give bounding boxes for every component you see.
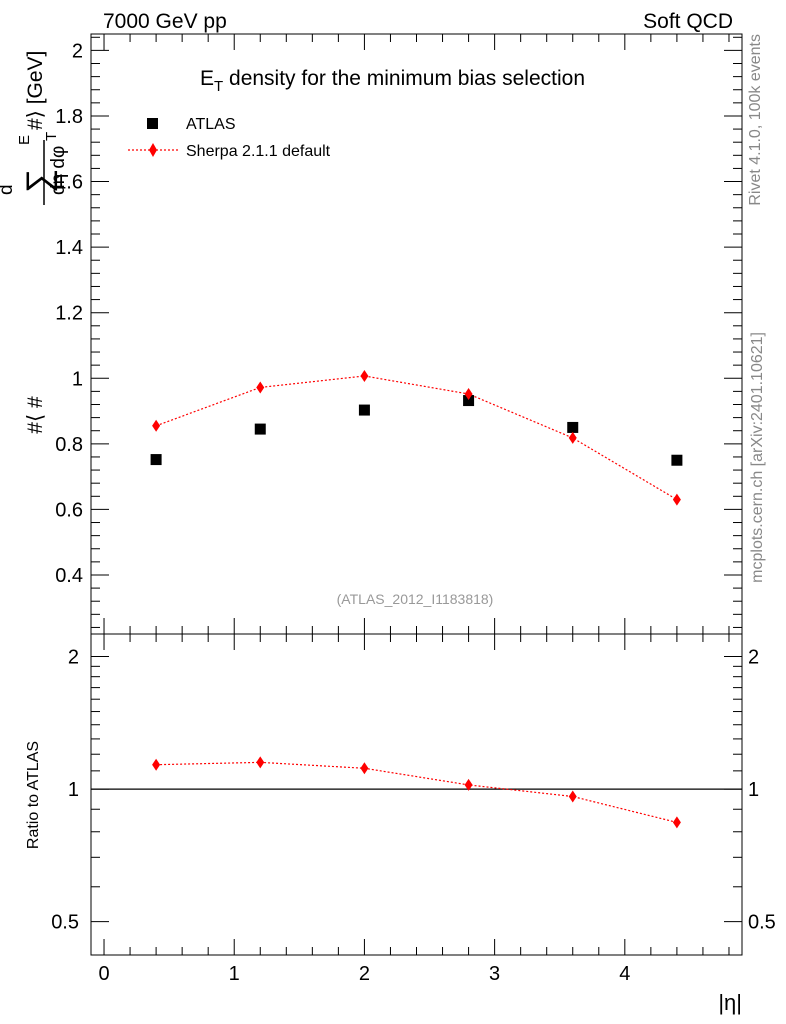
ratio-plot-frame [90,633,743,956]
atlas-data-point [358,404,370,416]
main-y-tick-label: 0.4 [55,565,83,587]
x-tick-label: 0 [98,963,109,985]
ratio-data-point [256,756,265,769]
x-tick-label: 2 [359,963,370,985]
ratio-data-point [360,762,369,775]
x-axis-ticks: 0 1 2 3 4 [98,34,730,985]
ratio-y-tick-label-right: 1 [748,779,759,801]
sherpa-series-line [155,375,678,501]
ratio-data-marks [152,756,681,829]
ratio-axis-ticks: 0.5 0.5 1 1 2 2 [51,647,776,934]
chart-title-main: E [200,67,214,90]
sherpa-data-point [360,369,369,382]
y-label-open: #⟨ # [24,396,47,434]
mcplots-reference-label: mcplots.cern.ch [arXiv:2401.10621] [749,332,766,583]
y-label-sum: ∑ [20,169,58,193]
main-data-marks [150,369,683,506]
legend: ATLAS Sherpa 2.1.1 default [128,116,331,160]
sherpa-data-point [672,493,681,506]
chart-title-sub: T [214,78,223,95]
chart-title-rest: density for the minimum bias selection [223,67,585,90]
ratio-data-point [152,758,161,771]
sherpa-data-point [152,419,161,432]
legend-sherpa-label: Sherpa 2.1.1 default [186,143,331,160]
analysis-watermark: (ATLAS_2012_I1183818) [337,591,494,607]
ratio-y-axis-label: Ratio to ATLAS [25,741,42,849]
atlas-data-point [671,454,683,466]
main-y-tick-label: 0.6 [55,499,83,521]
rivet-version-label: Rivet 4.1.0, 100k events [747,34,764,206]
ratio-series-line [156,761,678,824]
sherpa-data-point [568,431,577,444]
ratio-y-tick-label-left: 0.5 [51,912,79,934]
atlas-data-point [567,421,579,433]
y-label-e: E [16,135,33,145]
header-right-label: Soft QCD [643,10,733,33]
atlas-data-point [150,454,162,466]
sherpa-data-point [464,388,473,400]
legend-sherpa-marker [149,143,157,157]
chart-title: ET density for the minimum bias selectio… [200,67,585,95]
ratio-y-tick-label-right: 2 [748,647,759,669]
x-tick-label: 4 [619,963,630,985]
x-tick-label: 1 [229,963,240,985]
header-left-label: 7000 GeV pp [103,10,227,33]
main-y-tick-label: 1.2 [55,303,83,325]
ratio-y-tick-label-right: 0.5 [748,912,776,934]
main-y-tick-label: 1.6 [55,172,83,194]
legend-atlas-marker [147,118,158,129]
atlas-data-point [254,423,266,435]
y-label-close: #⟩ [GeV] [24,51,47,130]
ratio-data-point [568,790,577,803]
main-y-tick-label: 1.4 [55,237,83,259]
legend-atlas-label: ATLAS [186,116,236,133]
main-y-tick-label: 0.8 [55,434,83,456]
sherpa-data-point [256,381,265,394]
main-y-tick-label: 1.8 [55,106,83,128]
y-label-denominator: dη dφ [48,146,69,195]
y-axis-label: #⟨ # d ∑ E T dη dφ #⟩ [GeV] [0,51,69,434]
x-tick-label: 3 [489,963,500,985]
main-y-tick-label: 1 [72,368,83,390]
main-axis-ticks: 0.4 0.6 0.8 1 1.2 1.4 1.6 1.8 2 [55,36,742,628]
y-label-d: d [0,184,17,195]
main-y-tick-label: 2 [72,40,83,62]
y-label-t: T [43,132,60,141]
ratio-y-tick-label-left: 2 [68,647,79,669]
ratio-data-point [464,778,473,791]
ratio-data-point [672,816,681,829]
atlas-data-point [463,395,475,407]
ratio-y-tick-label-left: 1 [68,779,79,801]
x-axis-label: |η| [718,990,742,1015]
